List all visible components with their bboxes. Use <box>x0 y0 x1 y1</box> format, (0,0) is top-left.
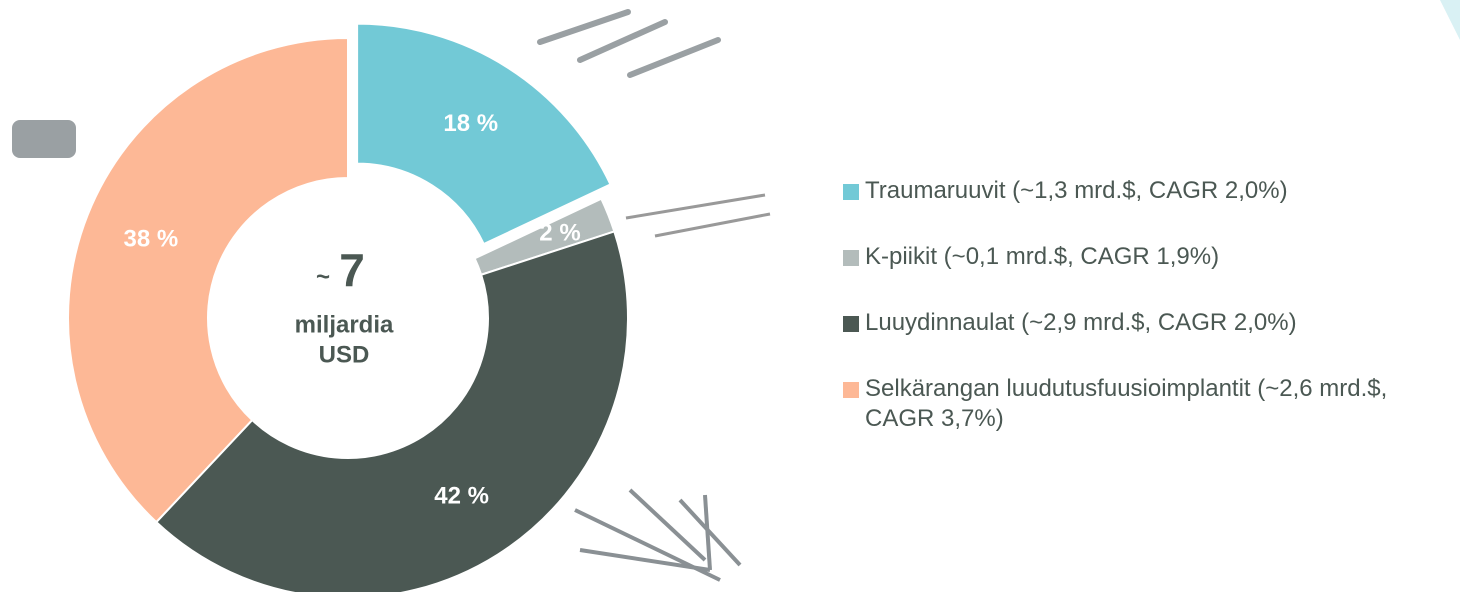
wire-illustration <box>626 195 770 236</box>
legend-swatch <box>843 316 859 332</box>
screws-illustration <box>540 12 718 75</box>
legend-label: Traumaruuvit (~1,3 mrd.$, CAGR 2,0%) <box>865 176 1288 206</box>
center-prefix: ~ <box>316 263 330 290</box>
legend-swatch <box>843 184 859 200</box>
value-label: 2 % <box>539 219 580 246</box>
legend-swatch <box>843 382 859 398</box>
center-line: USD <box>319 341 370 368</box>
nails-illustration <box>575 490 740 580</box>
value-label: 38 % <box>124 225 179 252</box>
center-value: 7 <box>339 244 365 296</box>
legend-item: Luuydinnaulat (~2,9 mrd.$, CAGR 2,0%) <box>843 308 1403 338</box>
center-line: miljardia <box>295 311 394 338</box>
value-label: 18 % <box>443 110 498 137</box>
legend-label: Selkärangan luudutusfuusioimplantit (~2,… <box>865 374 1403 434</box>
legend-label: Luuydinnaulat (~2,9 mrd.$, CAGR 2,0%) <box>865 308 1297 338</box>
legend-label: K-piikit (~0,1 mrd.$, CAGR 1,9%) <box>865 242 1219 272</box>
value-label: 42 % <box>434 482 489 509</box>
page: 18 % 2 % 42 % 38 % ~ 7 miljardia USD Traumar… <box>0 0 1460 592</box>
legend-item: Selkärangan luudutusfuusioimplantit (~2,… <box>843 374 1403 434</box>
legend-swatch <box>843 250 859 266</box>
corner-decoration <box>1440 0 1460 40</box>
legend-item: K-piikit (~0,1 mrd.$, CAGR 1,9%) <box>843 242 1403 272</box>
cage-illustration <box>12 120 76 158</box>
legend-item: Traumaruuvit (~1,3 mrd.$, CAGR 2,0%) <box>843 176 1403 206</box>
legend: Traumaruuvit (~1,3 mrd.$, CAGR 2,0%) K-pi… <box>843 176 1403 470</box>
slice <box>68 38 348 522</box>
